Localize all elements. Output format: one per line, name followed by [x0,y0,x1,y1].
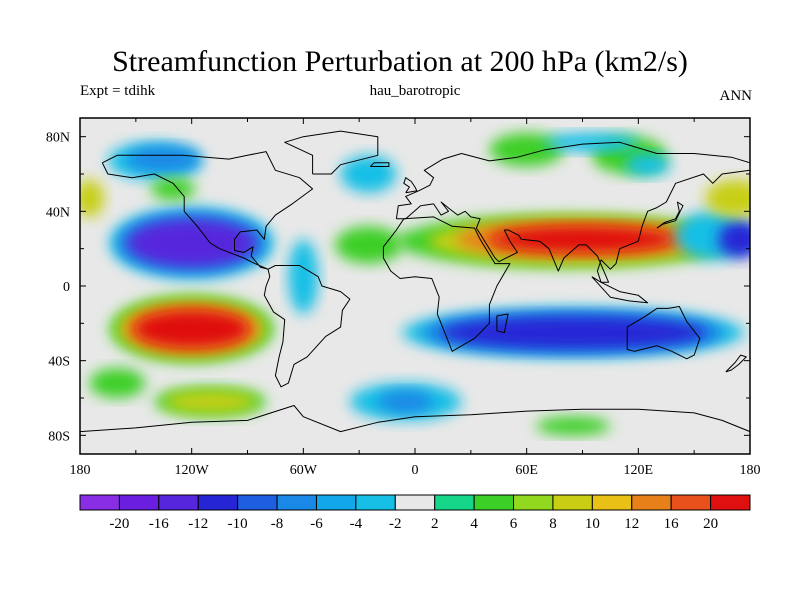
colorbar-label: 2 [431,516,439,532]
colorbar-swatch [237,494,278,511]
lon-tick-label: 180 [70,463,91,478]
colorbar-label: -8 [271,516,284,532]
colorbar-label: 12 [624,516,639,532]
colorbar-swatch [434,494,475,511]
colorbar-label: -2 [389,516,402,532]
lat-tick-label: 40N [46,205,70,220]
blob-greenland-blue [340,155,397,193]
coast-australia [626,306,701,360]
blob-spac-core [163,390,257,413]
blob-wpac-yellow [705,179,750,217]
colorbar-swatch [631,494,672,511]
coast-japan [656,201,684,229]
coast-north-america [101,151,314,270]
colorbar-label: -6 [310,516,323,532]
blob-antarctic-green [535,416,611,436]
coast-madagascar [496,313,509,334]
map-area [79,117,751,455]
blob-siberia-blue [625,153,670,176]
coast-indonesia [591,276,649,304]
colorbar-swatch [473,494,515,511]
colorbar-label: 6 [510,516,518,532]
lon-tick-label: 60W [290,463,318,478]
lon-tick-label: 120E [624,463,654,478]
coast-south-america [263,265,351,388]
model-label: hau_barotropic [369,83,461,99]
page-title: Streamfunction Perturbation at 200 hPa (… [112,45,688,78]
blob-wpac-north-core [718,220,750,258]
colorbar-swatch [158,494,199,511]
lat-tick-label: 80N [46,131,70,146]
colorbar-swatch [513,494,554,511]
colorbar-label: 4 [470,516,478,532]
blob-arctic-blue [545,132,639,152]
coast-antarctica [80,405,750,433]
colorbar-swatch [118,494,160,511]
colorbar-swatch [355,494,396,511]
blob-amazon-cyan [288,239,319,314]
coast-greenland [284,130,379,175]
colorbar-swatch [315,494,357,511]
blob-npac-green [150,177,196,201]
colorbar-label: -12 [188,516,208,532]
lon-tick-label: 180 [740,463,761,478]
season-label: ANN [719,88,753,104]
coast-iceland [369,162,390,167]
axes: 80N 40N 0 40S 80S 180 120W 60W 0 60E 120E 180 [46,118,761,478]
coastlines [80,130,750,433]
colorbar-label: -4 [350,516,363,532]
colorbar-label: 16 [664,516,680,532]
blob-atlantic-north-edge [334,226,402,264]
lon-tick-label: 60E [515,463,538,478]
blob-satl-core [377,390,434,413]
colorbar: -20 -16 -12 -10 -8 -6 -4 -2 2 4 6 8 10 12 16 20 [79,494,751,532]
lat-tick-label: 80S [48,429,70,444]
contour-field [80,132,750,436]
colorbar-swatch [710,494,751,511]
colorbar-swatch [79,494,120,511]
coast-eurasia [395,141,750,283]
lat-tick-label: 40S [48,355,70,370]
lon-tick-label: 120W [175,463,210,478]
blob-indian-south-core [439,315,708,350]
lon-tick-label: 0 [412,463,419,478]
blob-pacific-south-core [133,310,250,348]
coast-africa [382,216,511,352]
colorbar-swatch [670,494,712,511]
lat-tick-label: 0 [63,280,70,295]
blob-npac-core [126,146,201,173]
colorbar-swatch [394,494,436,511]
experiment-label: Expt = tdihk [80,83,156,99]
blob-pacific-north-core [126,218,257,268]
blob-asia-north-core [489,226,676,253]
colorbar-swatch [197,494,239,511]
colorbar-label: -20 [109,516,129,532]
blob-dateline-yellow [80,179,105,217]
blob-sw-green [89,368,146,399]
colorbar-swatch [591,494,633,511]
coast-uk [403,177,418,194]
coast-new-zealand [725,354,747,373]
colorbar-label: -10 [228,516,248,532]
colorbar-swatch [552,494,593,511]
colorbar-label: 8 [549,516,557,532]
colorbar-label: 10 [585,516,600,532]
colorbar-label: 20 [703,516,718,532]
colorbar-swatch [276,494,317,511]
colorbar-label: -16 [149,516,169,532]
